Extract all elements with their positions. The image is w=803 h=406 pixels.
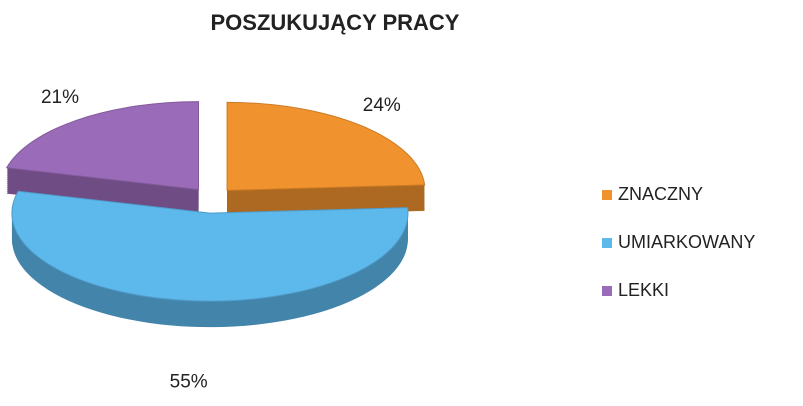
- chart-title: POSZUKUJĄCY PRACY: [211, 10, 460, 35]
- data-label: 21%: [41, 87, 79, 108]
- data-label: 24%: [363, 95, 401, 116]
- legend-label: ZNACZNY: [618, 184, 703, 204]
- legend-label: UMIARKOWANY: [618, 232, 755, 252]
- slice: [226, 101, 426, 191]
- data-label: 55%: [170, 372, 208, 393]
- legend-swatch: [602, 286, 612, 296]
- legend-swatch: [602, 190, 612, 200]
- slice: [11, 190, 409, 302]
- slice: [5, 101, 200, 191]
- legend-label: LEKKI: [618, 280, 669, 300]
- legend-swatch: [602, 238, 612, 248]
